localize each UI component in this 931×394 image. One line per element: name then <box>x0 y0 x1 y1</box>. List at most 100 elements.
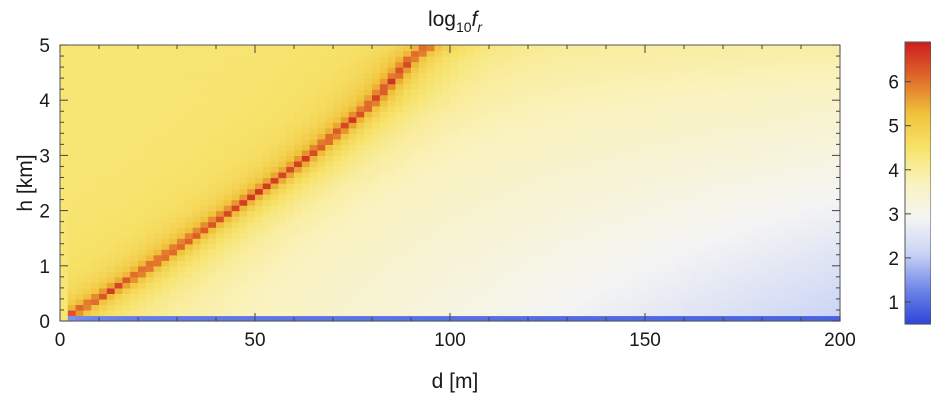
heatmap-cell <box>379 149 389 156</box>
heatmap-cell <box>231 287 240 294</box>
heatmap-cell <box>262 199 272 206</box>
heatmap-cell <box>450 72 459 79</box>
heatmap-cell <box>535 160 545 168</box>
heatmap-cell <box>153 61 162 68</box>
heatmap-cell <box>91 72 100 79</box>
heatmap-cell <box>333 111 342 118</box>
heatmap-cell <box>216 78 225 85</box>
heatmap-cell <box>138 56 147 63</box>
heatmap-cell <box>473 227 482 234</box>
heatmap-cell <box>83 298 92 306</box>
heatmap-cell <box>106 50 116 57</box>
heatmap-cell <box>434 61 443 68</box>
heatmap-cell <box>75 276 84 283</box>
heatmap-cell <box>574 100 584 107</box>
heatmap-cell <box>67 100 77 107</box>
heatmap-cell <box>793 111 802 118</box>
heatmap-cell <box>177 166 186 173</box>
heatmap-cell <box>309 210 318 217</box>
heatmap-cell <box>645 111 654 118</box>
heatmap-cell <box>621 194 630 201</box>
heatmap-cell <box>551 100 560 107</box>
heatmap-cell <box>262 78 272 85</box>
heatmap-cell <box>411 232 420 239</box>
heatmap-cell <box>169 149 178 156</box>
heatmap-cell <box>730 133 740 140</box>
heatmap-cell <box>684 166 693 173</box>
heatmap-cell <box>746 188 755 195</box>
heatmap-cell <box>777 188 786 195</box>
heatmap-cell <box>621 188 630 195</box>
heatmap-cell <box>418 116 428 123</box>
heatmap-cell <box>457 183 467 190</box>
heatmap-cell <box>60 271 69 278</box>
heatmap-cell <box>450 67 459 74</box>
heatmap-cell <box>769 50 779 57</box>
heatmap-cell <box>317 238 326 245</box>
heatmap-cell <box>629 133 638 140</box>
heatmap-cell <box>426 67 435 74</box>
heatmap-cell <box>723 105 732 112</box>
heatmap-cell <box>801 249 810 256</box>
heatmap-cell <box>762 100 771 107</box>
heatmap-cell <box>543 271 552 278</box>
heatmap-cell <box>613 122 623 129</box>
heatmap-cell <box>723 194 732 201</box>
heatmap-cell <box>559 232 568 239</box>
heatmap-cell <box>239 183 248 190</box>
heatmap-cell <box>668 199 677 206</box>
heatmap-cell <box>450 221 459 228</box>
heatmap-cell <box>239 304 248 311</box>
heatmap-cell <box>333 160 342 168</box>
heatmap-cell <box>489 221 498 228</box>
heatmap-cell <box>83 155 92 162</box>
heatmap-cell <box>738 287 747 294</box>
heatmap-cell <box>645 265 654 272</box>
heatmap-cell <box>91 144 100 151</box>
heatmap-cell <box>67 78 77 85</box>
heatmap-cell <box>808 122 818 129</box>
heatmap-cell <box>208 315 217 322</box>
heatmap-cell <box>364 249 373 256</box>
heatmap-cell <box>769 133 779 140</box>
heatmap-cell <box>450 111 459 118</box>
heatmap-cell <box>746 309 755 317</box>
heatmap-cell <box>184 227 194 234</box>
heatmap-cell <box>153 276 162 283</box>
heatmap-cell <box>333 216 342 223</box>
heatmap-cell <box>504 78 513 85</box>
heatmap-cell <box>434 160 443 168</box>
heatmap-cell <box>590 199 599 206</box>
heatmap-cell <box>333 144 342 151</box>
heatmap-cell <box>239 177 248 184</box>
heatmap-cell <box>395 227 404 234</box>
heatmap-cell <box>379 238 389 245</box>
heatmap-cell <box>426 271 435 278</box>
heatmap-cell <box>520 216 529 223</box>
heatmap-cell <box>769 171 779 179</box>
heatmap-cell <box>379 160 389 168</box>
heatmap-cell <box>832 171 841 179</box>
heatmap-cell <box>769 260 779 267</box>
heatmap-cell <box>177 243 186 250</box>
heatmap-cell <box>403 194 412 201</box>
heatmap-cell <box>785 160 794 168</box>
heatmap-cell <box>216 149 225 156</box>
heatmap-cell <box>192 243 201 250</box>
heatmap-cell <box>450 282 459 289</box>
heatmap-cell <box>91 227 100 234</box>
heatmap-cell <box>138 210 147 217</box>
heatmap-cell <box>364 304 373 311</box>
heatmap-cell <box>348 216 357 223</box>
heatmap-cell <box>67 216 77 223</box>
heatmap-cell <box>676 304 685 311</box>
heatmap-cell <box>598 194 607 201</box>
heatmap-cell <box>114 122 123 129</box>
heatmap-cell <box>177 61 186 68</box>
heatmap-cell <box>130 188 139 195</box>
heatmap-cell <box>489 138 498 145</box>
heatmap-cell <box>294 116 303 123</box>
heatmap-cell <box>481 56 490 63</box>
heatmap-cell <box>379 287 389 294</box>
heatmap-cell <box>582 188 591 195</box>
